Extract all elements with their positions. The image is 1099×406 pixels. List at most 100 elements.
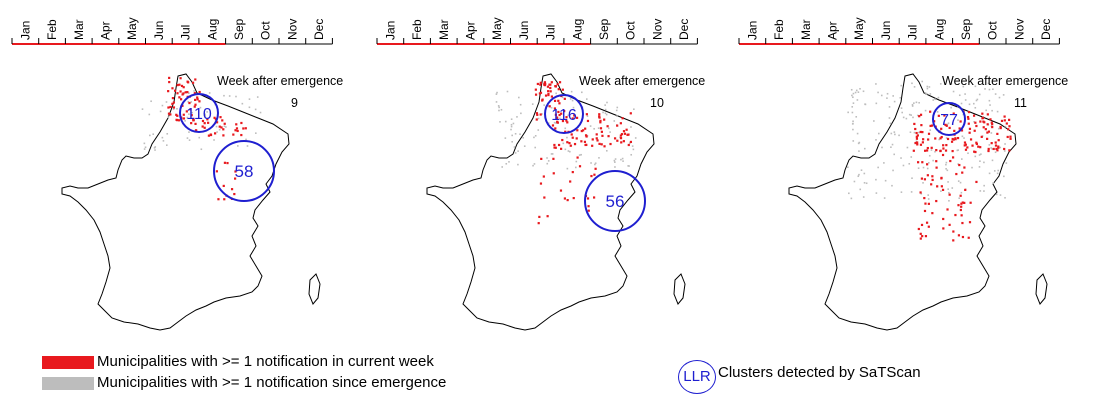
municipality-since-emergence (534, 134, 537, 137)
municipality-since-emergence (499, 121, 501, 123)
municipality-since-emergence (875, 192, 878, 194)
municipality-current-week (959, 208, 962, 212)
municipality-since-emergence (586, 115, 589, 117)
municipality-since-emergence (939, 83, 942, 85)
municipality-since-emergence (916, 114, 919, 117)
month-label: Aug (570, 19, 584, 40)
municipality-current-week (966, 146, 969, 149)
municipality-since-emergence (564, 127, 567, 130)
municipality-since-emergence (602, 111, 604, 114)
month-label: May (490, 17, 504, 40)
municipality-current-week (942, 227, 945, 230)
municipality-since-emergence (188, 131, 190, 133)
municipality-current-week (585, 113, 588, 116)
municipality-current-week (963, 144, 966, 147)
municipality-current-week (557, 110, 560, 114)
municipality-current-week (554, 127, 557, 130)
municipality-current-week (616, 124, 619, 127)
municipality-current-week (167, 90, 170, 93)
municipality-current-week (554, 146, 557, 149)
municipality-since-emergence (613, 120, 616, 122)
municipality-since-emergence (880, 94, 883, 97)
municipality-current-week (999, 126, 1002, 130)
municipality-current-week (619, 137, 623, 140)
municipality-since-emergence (508, 161, 510, 163)
municipality-current-week (571, 136, 574, 139)
municipality-since-emergence (990, 132, 993, 134)
municipality-current-week (564, 130, 567, 133)
france-outline (788, 73, 1017, 331)
municipality-current-week (546, 85, 550, 88)
municipality-since-emergence (154, 149, 156, 151)
municipality-current-week (996, 149, 999, 152)
municipality-since-emergence (901, 111, 903, 114)
municipality-since-emergence (162, 140, 165, 142)
municipality-since-emergence (604, 104, 606, 106)
municipality-since-emergence (191, 111, 193, 114)
municipality-current-week (201, 119, 205, 123)
municipality-current-week (1007, 128, 1010, 131)
municipality-since-emergence (518, 96, 520, 99)
municipality-since-emergence (533, 136, 535, 139)
municipality-current-week (543, 196, 546, 199)
municipality-since-emergence (851, 94, 853, 97)
municipality-current-week (547, 90, 550, 93)
municipality-current-week (192, 119, 195, 122)
municipality-current-week (580, 140, 583, 143)
municipality-current-week (933, 120, 936, 123)
municipality-current-week (552, 157, 555, 160)
municipality-since-emergence (847, 166, 849, 168)
municipality-since-emergence (900, 157, 902, 159)
municipality-current-week (543, 81, 547, 84)
municipality-current-week (613, 137, 617, 140)
municipality-current-week (948, 126, 951, 130)
month-timeline: Jan Feb Mar Apr May Jun Jul Aug Sep Oct Nov Dec (376, 17, 698, 45)
municipality-since-emergence (910, 191, 913, 193)
municipality-since-emergence (927, 161, 930, 164)
municipality-current-week (971, 144, 974, 147)
municipality-since-emergence (589, 125, 592, 127)
municipality-since-emergence (550, 153, 553, 155)
municipality-current-week (182, 86, 185, 89)
municipality-since-emergence (995, 193, 998, 196)
municipality-since-emergence (190, 101, 193, 103)
municipality-since-emergence (983, 161, 985, 164)
municipality-current-week (946, 137, 950, 141)
municipality-since-emergence (996, 110, 999, 113)
map-panel-week-11: Jan Feb Mar Apr May Jun Jul Aug Sep Oct Nov Dec 77 … (727, 0, 1068, 340)
municipality-current-week (550, 95, 554, 98)
municipality-since-emergence (888, 106, 891, 108)
municipality-since-emergence (166, 144, 168, 146)
municipality-since-emergence (974, 85, 977, 88)
municipality-since-emergence (259, 111, 262, 114)
municipality-since-emergence (858, 150, 860, 152)
municipality-current-week (994, 144, 998, 147)
municipality-since-emergence (184, 120, 186, 122)
municipality-since-emergence (863, 147, 866, 150)
municipality-since-emergence (952, 90, 955, 93)
month-label: Nov (1012, 19, 1026, 40)
municipality-since-emergence (193, 90, 195, 92)
municipality-current-week (995, 147, 998, 151)
municipality-current-week (951, 156, 955, 159)
municipality-since-emergence (851, 106, 854, 108)
municipality-current-week (578, 165, 582, 168)
municipality-since-emergence (994, 93, 997, 95)
municipality-current-week (1006, 135, 1009, 139)
municipality-current-week (571, 117, 574, 120)
municipality-since-emergence (857, 91, 860, 93)
municipality-since-emergence (893, 100, 896, 103)
municipality-since-emergence (517, 150, 519, 152)
municipality-current-week (542, 175, 545, 178)
municipality-current-week (974, 150, 977, 154)
municipality-since-emergence (863, 172, 866, 175)
municipality-current-week (553, 143, 556, 147)
municipality-since-emergence (510, 118, 513, 121)
municipality-since-emergence (967, 152, 969, 155)
municipality-since-emergence (547, 160, 550, 162)
municipality-current-week (967, 110, 971, 114)
municipality-current-week (223, 198, 226, 201)
municipality-since-emergence (537, 117, 540, 120)
municipality-current-week (556, 83, 559, 86)
month-label: May (125, 17, 139, 40)
